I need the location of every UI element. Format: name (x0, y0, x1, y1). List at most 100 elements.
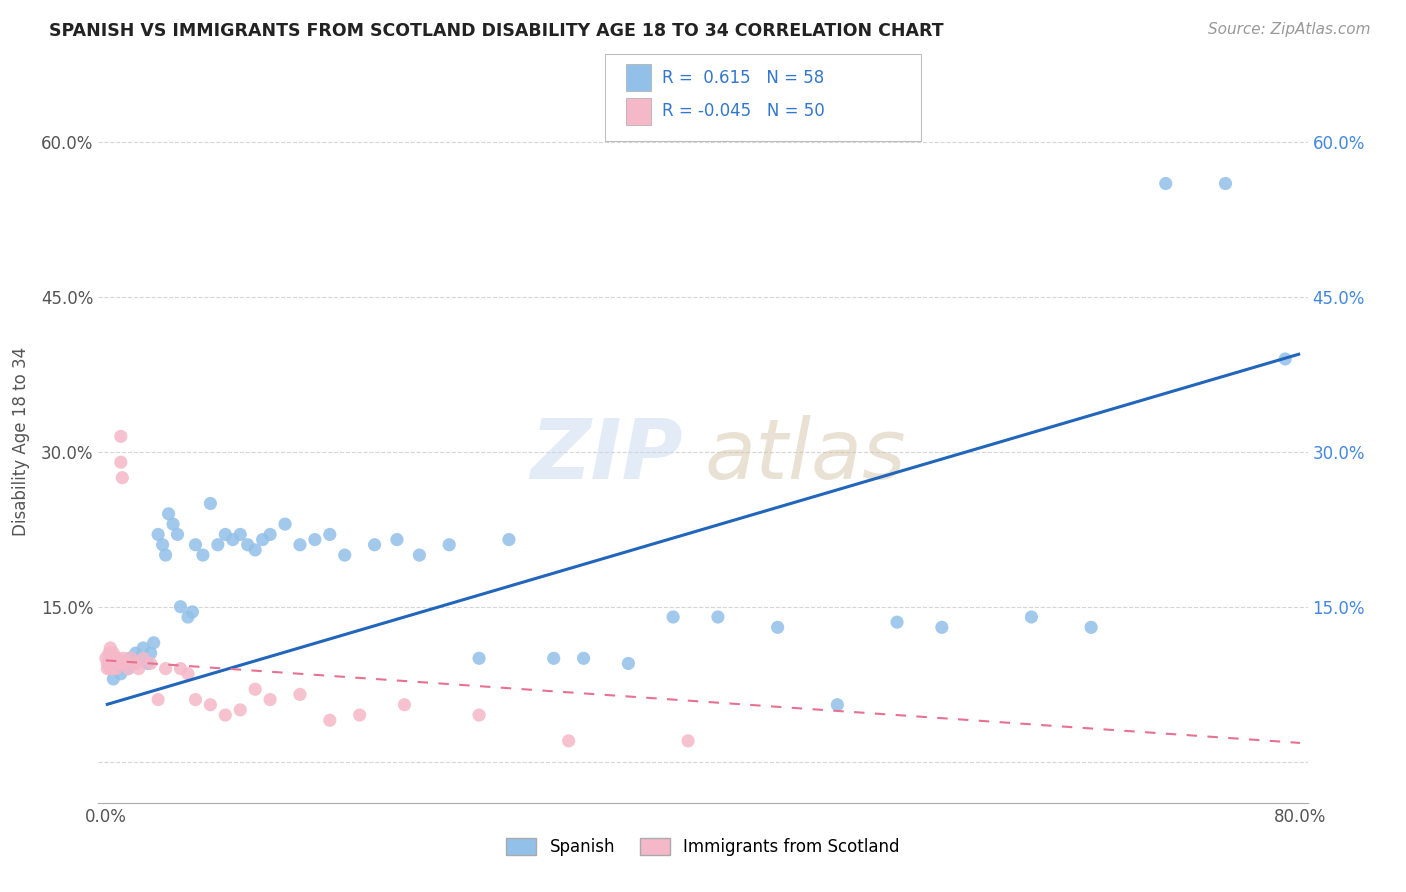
Spanish (498, 533, 520, 547)
Spanish (288, 538, 311, 552)
Immigrants from Scotland (468, 708, 491, 723)
Spanish (132, 640, 155, 655)
Spanish (166, 527, 188, 541)
Immigrants from Scotland (139, 657, 162, 671)
Spanish (304, 533, 326, 547)
Spanish (1215, 177, 1237, 191)
Immigrants from Scotland (155, 662, 177, 676)
Immigrants from Scotland (107, 651, 129, 665)
Spanish (259, 527, 281, 541)
Spanish (118, 651, 141, 665)
Immigrants from Scotland (105, 651, 128, 665)
Spanish (243, 542, 266, 557)
Immigrants from Scotland (97, 657, 120, 671)
Spanish (157, 507, 180, 521)
Spanish (1080, 620, 1102, 634)
Immigrants from Scotland (111, 471, 134, 485)
Immigrants from Scotland (105, 662, 128, 676)
Spanish (177, 610, 200, 624)
Spanish (155, 548, 177, 562)
Text: R = -0.045   N = 50: R = -0.045 N = 50 (662, 103, 825, 120)
Spanish (184, 538, 207, 552)
Immigrants from Scotland (101, 662, 124, 676)
Spanish (408, 548, 430, 562)
Immigrants from Scotland (103, 657, 125, 671)
Immigrants from Scotland (349, 708, 371, 723)
Spanish (229, 527, 252, 541)
Spanish (931, 620, 953, 634)
Immigrants from Scotland (676, 734, 699, 748)
Immigrants from Scotland (98, 640, 121, 655)
Spanish (214, 527, 236, 541)
Spanish (385, 533, 408, 547)
Immigrants from Scotland (97, 651, 120, 665)
Spanish (468, 651, 491, 665)
Immigrants from Scotland (96, 662, 118, 676)
Immigrants from Scotland (104, 651, 127, 665)
Text: SPANISH VS IMMIGRANTS FROM SCOTLAND DISABILITY AGE 18 TO 34 CORRELATION CHART: SPANISH VS IMMIGRANTS FROM SCOTLAND DISA… (49, 22, 943, 40)
Text: ZIP: ZIP (530, 416, 682, 497)
Spanish (139, 646, 162, 660)
Immigrants from Scotland (259, 692, 281, 706)
Immigrants from Scotland (214, 708, 236, 723)
Spanish (152, 538, 174, 552)
Spanish (662, 610, 685, 624)
Spanish (169, 599, 191, 614)
Spanish (1274, 351, 1296, 366)
Legend: Spanish, Immigrants from Scotland: Spanish, Immigrants from Scotland (499, 831, 907, 863)
Immigrants from Scotland (557, 734, 579, 748)
Spanish (236, 538, 259, 552)
Spanish (181, 605, 204, 619)
Immigrants from Scotland (107, 657, 129, 671)
Spanish (103, 672, 125, 686)
Spanish (207, 538, 229, 552)
Immigrants from Scotland (110, 429, 132, 443)
Immigrants from Scotland (394, 698, 416, 712)
Immigrants from Scotland (114, 657, 136, 671)
Immigrants from Scotland (108, 657, 131, 671)
Immigrants from Scotland (128, 662, 150, 676)
Immigrants from Scotland (120, 651, 142, 665)
Y-axis label: Disability Age 18 to 34: Disability Age 18 to 34 (11, 347, 30, 536)
Immigrants from Scotland (125, 657, 148, 671)
Immigrants from Scotland (98, 662, 121, 676)
Immigrants from Scotland (117, 662, 139, 676)
Spanish (222, 533, 245, 547)
Spanish (363, 538, 385, 552)
Spanish (107, 662, 129, 676)
Immigrants from Scotland (177, 666, 200, 681)
Spanish (886, 615, 908, 630)
Immigrants from Scotland (112, 651, 135, 665)
Immigrants from Scotland (101, 657, 124, 671)
Spanish (128, 651, 150, 665)
Spanish (274, 517, 297, 532)
Spanish (191, 548, 214, 562)
Immigrants from Scotland (169, 662, 191, 676)
Spanish (112, 657, 135, 671)
Spanish (136, 657, 159, 671)
Immigrants from Scotland (103, 646, 125, 660)
Spanish (146, 527, 169, 541)
Immigrants from Scotland (103, 651, 125, 665)
Spanish (110, 666, 132, 681)
Immigrants from Scotland (319, 713, 342, 727)
Spanish (252, 533, 274, 547)
Spanish (142, 636, 165, 650)
Spanish (543, 651, 565, 665)
Spanish (707, 610, 730, 624)
Spanish (200, 496, 222, 510)
Spanish (333, 548, 356, 562)
Spanish (125, 646, 148, 660)
Spanish (162, 517, 184, 532)
Text: Source: ZipAtlas.com: Source: ZipAtlas.com (1208, 22, 1371, 37)
Immigrants from Scotland (104, 657, 127, 671)
Spanish (827, 698, 849, 712)
Spanish (1021, 610, 1043, 624)
Immigrants from Scotland (243, 682, 266, 697)
Immigrants from Scotland (288, 687, 311, 701)
Spanish (572, 651, 595, 665)
Text: R =  0.615   N = 58: R = 0.615 N = 58 (662, 69, 824, 87)
Spanish (121, 657, 143, 671)
Spanish (117, 662, 139, 676)
Immigrants from Scotland (132, 651, 155, 665)
